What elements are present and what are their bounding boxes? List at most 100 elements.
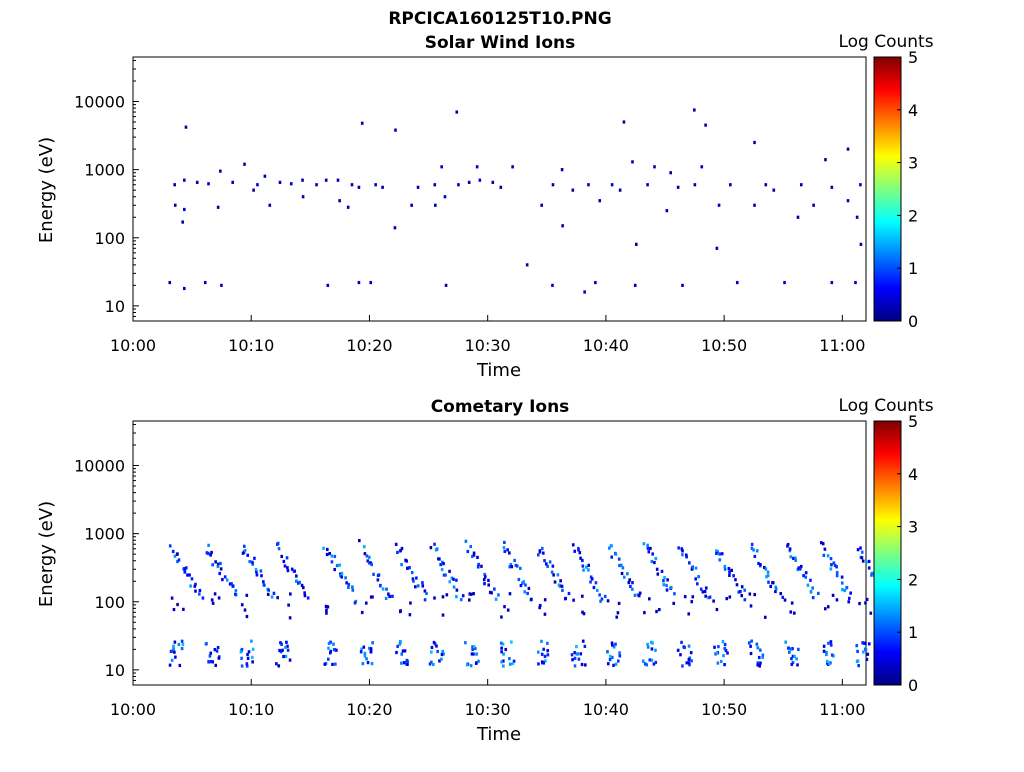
heatmap-cell (676, 185, 680, 189)
heatmap-cell (542, 661, 545, 665)
heatmap-cell (290, 567, 294, 571)
heatmap-cell (372, 572, 375, 576)
heatmap-cell (284, 645, 287, 649)
heatmap-cell (410, 203, 413, 207)
heatmap-cell (368, 646, 371, 650)
heatmap-cell (408, 613, 412, 617)
heatmap-cell (703, 589, 707, 594)
heatmap-cell (865, 560, 868, 564)
heatmap-cell (239, 650, 243, 654)
y-tick-label: 10000 (74, 457, 125, 476)
heatmap-cell (587, 563, 591, 567)
heatmap-cell (208, 654, 212, 658)
heatmap-cell (687, 657, 691, 661)
heatmap-cell (519, 566, 522, 570)
y-tick-label: 10 (105, 661, 125, 680)
heatmap-cell (583, 290, 586, 294)
heatmap-marks-cometary (168, 538, 888, 668)
heatmap-cell (651, 641, 654, 645)
heatmap-cell (423, 598, 427, 602)
heatmap-cell (856, 548, 860, 552)
heatmap-cell (540, 660, 544, 664)
heatmap-cell (826, 605, 830, 609)
heatmap-cell (508, 662, 512, 666)
heatmap-cell (444, 573, 447, 577)
heatmap-cell (656, 572, 660, 576)
heatmap-cell (728, 570, 731, 574)
heatmap-cell (579, 556, 582, 560)
heatmap-cell (250, 655, 254, 659)
heatmap-cell (194, 589, 197, 593)
heatmap-cell (681, 664, 684, 668)
heatmap-cell (687, 644, 691, 648)
heatmap-cell (470, 554, 474, 559)
heatmap-cell (326, 605, 330, 609)
heatmap-cell (870, 573, 873, 577)
heatmap-cell (210, 598, 214, 602)
heatmap-cell (845, 586, 848, 590)
heatmap-cell (176, 552, 179, 556)
heatmap-cell (559, 579, 562, 583)
heatmap-cell (650, 647, 654, 651)
heatmap-cell (581, 594, 584, 598)
heatmap-cell (792, 556, 795, 560)
x-tick-label: 10:40 (583, 700, 629, 719)
heatmap-cell (345, 581, 348, 585)
heatmap-cell (663, 576, 666, 580)
heatmap-cell (546, 641, 549, 645)
heatmap-cell (333, 554, 337, 559)
heatmap-cell (511, 661, 515, 665)
heatmap-cell (564, 596, 567, 601)
heatmap-cell (573, 651, 577, 655)
heatmap-cell (687, 661, 691, 665)
heatmap-cell (826, 554, 830, 558)
heatmap-cell (441, 613, 445, 617)
heatmap-cell (475, 661, 478, 665)
heatmap-cell (735, 280, 739, 285)
heatmap-cell (405, 658, 409, 663)
heatmap-cell (860, 556, 864, 560)
heatmap-cell (616, 611, 620, 615)
heatmap-cell (369, 647, 373, 651)
heatmap-cell (503, 549, 507, 554)
heatmap-cell (476, 555, 479, 560)
heatmap-cell (421, 581, 424, 585)
heatmap-cell (673, 592, 676, 596)
heatmap-cell (740, 585, 744, 589)
heatmap-cell (404, 558, 407, 562)
heatmap-cell (254, 568, 258, 572)
heatmap-cell (502, 652, 505, 656)
heatmap-cell (183, 286, 186, 291)
figure-title: RPCICA160125T10.PNG (388, 9, 611, 29)
heatmap-cell (500, 660, 503, 664)
heatmap-cell (580, 662, 584, 667)
heatmap-cell (687, 612, 691, 616)
heatmap-cell (791, 654, 795, 658)
y-axis-label-cometary: Energy (eV) (36, 501, 57, 607)
heatmap-cell (401, 649, 405, 653)
heatmap-cell (184, 125, 188, 129)
colorbar-tick-label: 1 (908, 623, 918, 642)
heatmap-cell (595, 588, 599, 592)
heatmap-cell (327, 646, 330, 650)
heatmap-cell (338, 199, 341, 203)
heatmap-cell (748, 592, 752, 596)
heatmap-cell (279, 650, 283, 654)
heatmap-cell (220, 283, 223, 287)
heatmap-cell (708, 595, 712, 599)
heatmap-cell (783, 280, 786, 285)
heatmap-cell (723, 567, 727, 571)
heatmap-cell (468, 592, 472, 596)
heatmap-cell (339, 574, 342, 578)
heatmap-cell (168, 544, 172, 548)
heatmap-cell (464, 641, 467, 645)
heatmap-cell (700, 165, 704, 169)
heatmap-cell (696, 582, 699, 586)
heatmap-cell (398, 610, 402, 614)
heatmap-cell (797, 647, 800, 651)
panel-title-solar-wind: Solar Wind Ions (425, 33, 576, 53)
heatmap-cell (277, 547, 281, 551)
heatmap-cell (286, 644, 289, 648)
heatmap-cell (455, 578, 458, 582)
heatmap-cell (181, 220, 184, 224)
